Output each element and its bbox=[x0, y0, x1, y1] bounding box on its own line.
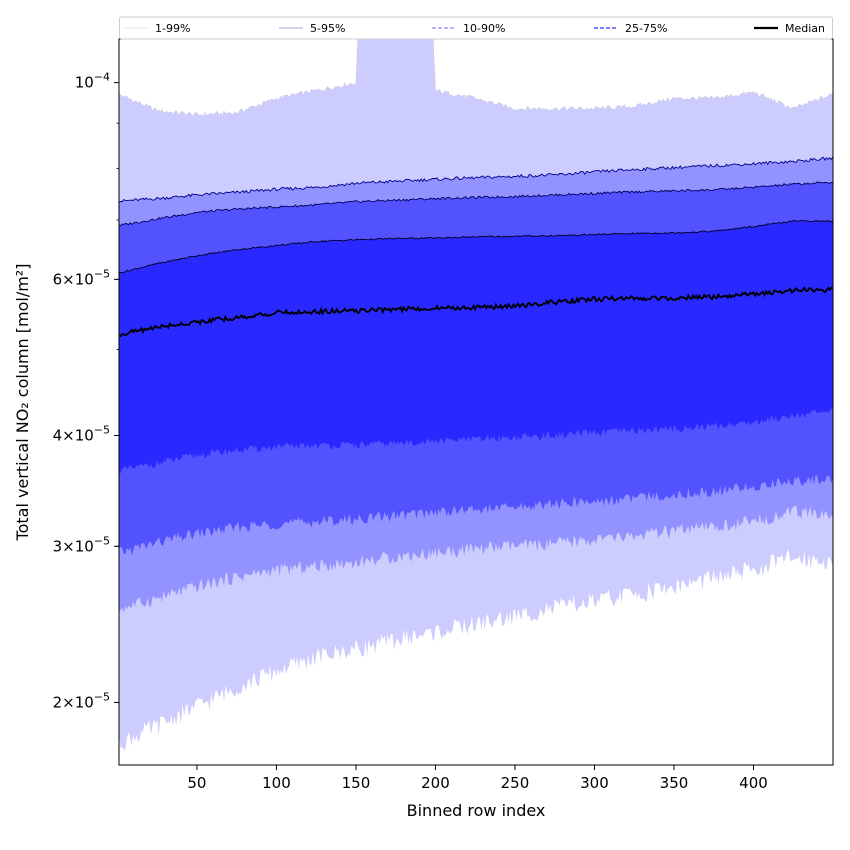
band-edge-10-90 bbox=[119, 181, 833, 227]
x-tick-label: 100 bbox=[262, 774, 291, 792]
legend-label-25-75: 25-75% bbox=[625, 22, 667, 35]
band-edge-5-95 bbox=[119, 156, 833, 203]
x-tick-label: 350 bbox=[660, 774, 689, 792]
y-tick-label: 3×10−5 bbox=[53, 534, 110, 555]
x-axis: 50 100 150 200 250 300 350 400 bbox=[187, 765, 768, 792]
legend-box bbox=[119, 16, 833, 40]
x-axis-label: Binned row index bbox=[407, 801, 546, 820]
x-tick-label: 400 bbox=[739, 774, 768, 792]
band-layer bbox=[119, 39, 833, 751]
band-edge-1-99 bbox=[119, 39, 833, 117]
line-layer bbox=[119, 39, 833, 338]
x-tick-label: 150 bbox=[342, 774, 371, 792]
legend: 1-99% 5-95% 10-90% 25-75% Median bbox=[119, 16, 833, 40]
band-25-75 bbox=[119, 220, 833, 475]
y-tick-label: 6×10−5 bbox=[53, 267, 110, 288]
median-line bbox=[119, 286, 833, 338]
x-tick-label: 200 bbox=[421, 774, 450, 792]
x-tick-label: 50 bbox=[187, 774, 206, 792]
x-tick-label: 300 bbox=[580, 774, 609, 792]
legend-label-1-99: 1-99% bbox=[155, 22, 190, 35]
band-edge-25-75 bbox=[119, 219, 833, 274]
y-axis-label: Total vertical NO₂ column [mol/m²] bbox=[13, 264, 32, 542]
legend-label-median: Median bbox=[785, 22, 825, 35]
legend-label-5-95: 5-95% bbox=[310, 22, 345, 35]
y-tick-label: 4×10−5 bbox=[53, 423, 110, 444]
y-axis: 10−4 6×10−5 4×10−5 3×10−5 2×10−5 bbox=[53, 71, 119, 711]
y-tick-label: 2×10−5 bbox=[53, 690, 110, 711]
x-tick-label: 250 bbox=[501, 774, 530, 792]
y-tick-label: 10−4 bbox=[75, 71, 110, 92]
legend-label-10-90: 10-90% bbox=[463, 22, 505, 35]
